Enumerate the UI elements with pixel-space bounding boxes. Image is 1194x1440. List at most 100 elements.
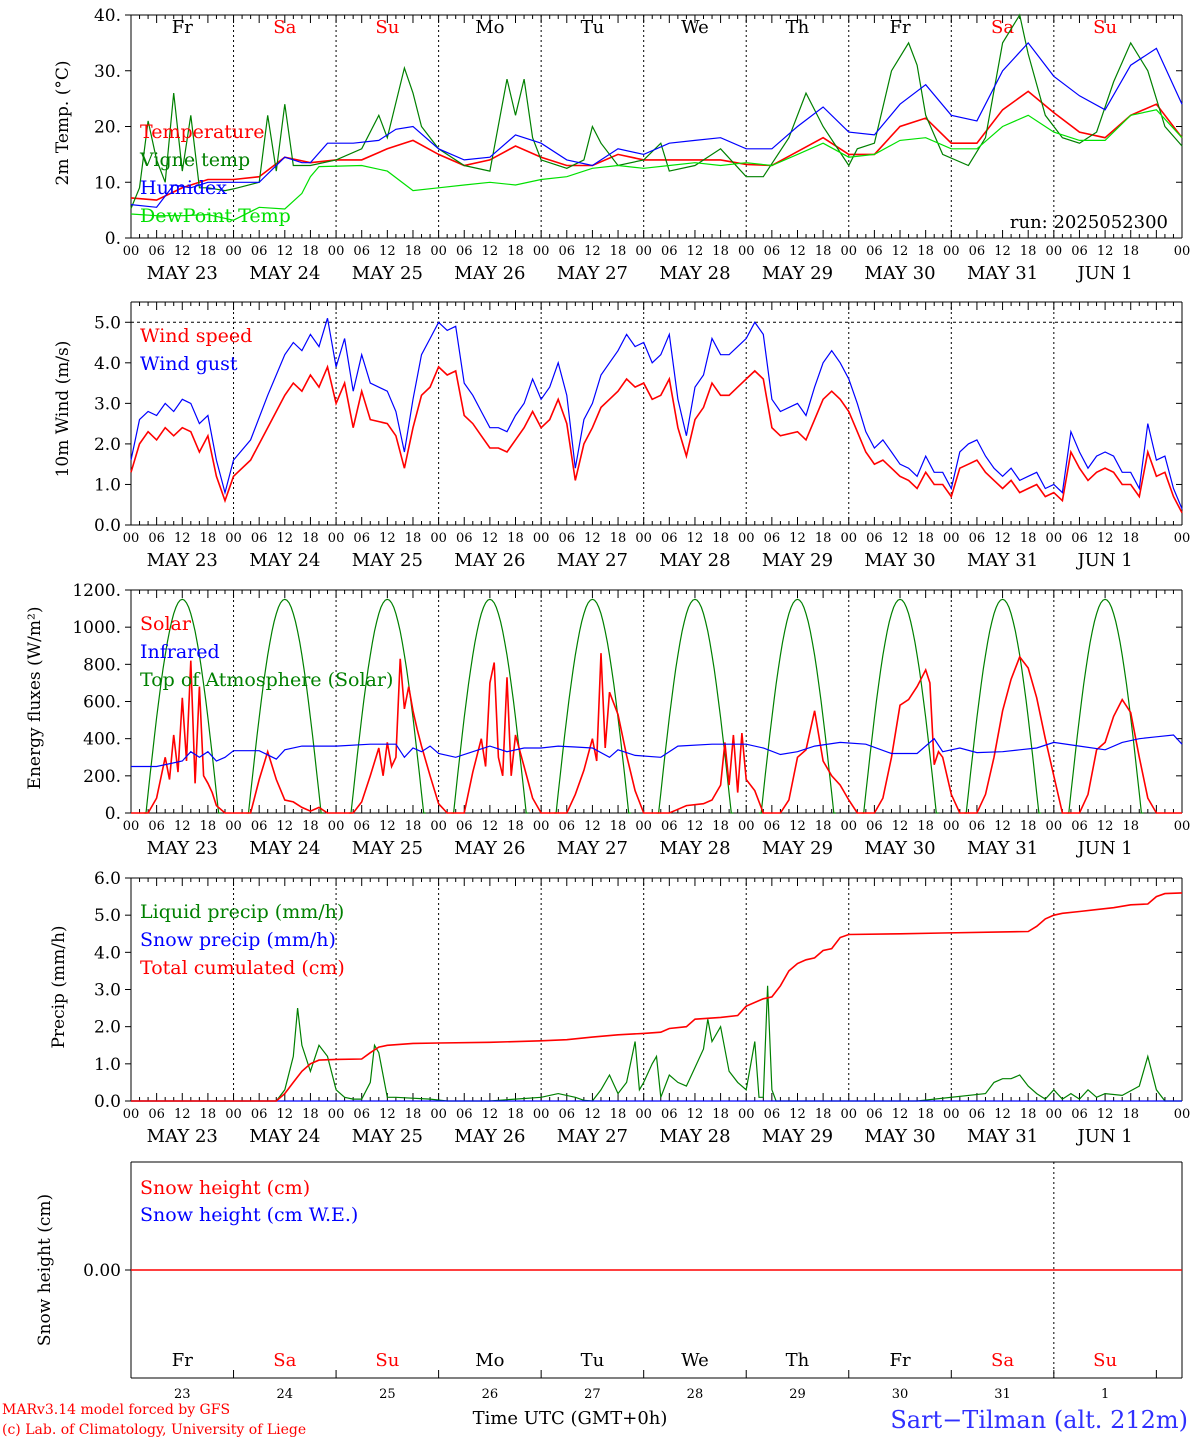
- hour-label: 00: [635, 819, 652, 834]
- series-line: [131, 653, 1182, 814]
- hour-label: 12: [277, 1107, 294, 1122]
- legend-entry: Top of Atmosphere (Solar): [140, 669, 393, 691]
- hour-label: 00: [738, 1107, 755, 1122]
- hour-label: 18: [610, 1107, 627, 1122]
- day-name-label: Su: [375, 17, 399, 38]
- hour-label: 12: [277, 819, 294, 834]
- hour-label: 06: [353, 819, 370, 834]
- legend-entry: Liquid precip (mm/h): [140, 901, 344, 923]
- legend-entry: Snow precip (mm/h): [140, 929, 336, 951]
- series-line: [131, 985, 1182, 1102]
- hour-label: 06: [559, 819, 576, 834]
- hour-label: 18: [200, 531, 217, 546]
- hour-label: 06: [559, 244, 576, 259]
- hour-label: 06: [559, 1107, 576, 1122]
- hour-label: 06: [148, 1107, 165, 1122]
- hour-label: 00: [943, 1107, 960, 1122]
- hour-label: 00: [225, 1107, 242, 1122]
- hour-label: 18: [917, 1107, 934, 1122]
- hour-label: 12: [174, 531, 191, 546]
- legend-entry: Wind speed: [140, 325, 252, 347]
- date-label: MAY 23: [147, 838, 218, 859]
- hour-label: 12: [584, 244, 601, 259]
- day-number-label: 25: [379, 1387, 396, 1402]
- hour-label: 12: [277, 531, 294, 546]
- hour-label: 06: [661, 1107, 678, 1122]
- lab-credit: (c) Lab. of Climatology, University of L…: [2, 1422, 306, 1438]
- legend-entry: Snow height (cm): [140, 1177, 310, 1199]
- day-number-label: 1: [1101, 1387, 1109, 1402]
- hour-label: 18: [1122, 819, 1139, 834]
- hour-label: 12: [277, 244, 294, 259]
- day-name-label: Su: [375, 1350, 399, 1371]
- hour-label: 18: [712, 531, 729, 546]
- hour-label: 06: [1071, 819, 1088, 834]
- hour-label: 06: [353, 1107, 370, 1122]
- hour-label: 06: [148, 531, 165, 546]
- hour-label: 18: [1020, 531, 1037, 546]
- hour-label: 12: [892, 244, 909, 259]
- hour-label: 06: [866, 819, 883, 834]
- hour-label: 06: [661, 819, 678, 834]
- snow-ylabel: Snow height (cm): [35, 1194, 55, 1346]
- hour-label: 18: [815, 819, 832, 834]
- hour-label: 06: [866, 531, 883, 546]
- hour-label: 06: [251, 244, 268, 259]
- day-number-label: 31: [994, 1387, 1011, 1402]
- date-label: MAY 29: [762, 838, 833, 859]
- date-label: MAY 30: [864, 1126, 935, 1147]
- hour-label: 06: [251, 819, 268, 834]
- date-label: MAY 28: [659, 550, 730, 571]
- toa-solar-line: [1066, 598, 1144, 814]
- hour-label: 00: [1046, 1107, 1063, 1122]
- date-label: JUN 1: [1075, 1126, 1132, 1147]
- day-name-label: Sa: [991, 17, 1014, 38]
- hour-label: 00: [738, 244, 755, 259]
- hour-label: 00: [123, 531, 140, 546]
- hour-label: 12: [789, 531, 806, 546]
- y-tick-label: 600.: [83, 693, 121, 713]
- hour-label: 00: [840, 819, 857, 834]
- hour-label: 06: [969, 1107, 986, 1122]
- energy-panel: 0. 200. 400. 600. 800. 1000. 1200. 00 06 12 18 MAY …: [25, 581, 1190, 859]
- toa-solar-line: [759, 598, 836, 814]
- hour-label: 00: [123, 819, 140, 834]
- hour-label: 18: [610, 531, 627, 546]
- hour-label: 12: [789, 1107, 806, 1122]
- hour-label: 00: [225, 531, 242, 546]
- day-name-label: Su: [1093, 17, 1117, 38]
- day-name-label: Sa: [991, 1350, 1014, 1371]
- date-label: JUN 1: [1075, 838, 1132, 859]
- hour-label: 12: [379, 244, 396, 259]
- hour-label: 12: [379, 1107, 396, 1122]
- hour-label: 00: [533, 819, 550, 834]
- y-tick-label: 2.0: [94, 435, 121, 455]
- hour-label: 00: [123, 1107, 140, 1122]
- series-line: [130, 90, 1183, 201]
- date-label: MAY 31: [967, 550, 1038, 571]
- hour-label: 18: [302, 819, 319, 834]
- date-label: MAY 31: [967, 1126, 1038, 1147]
- y-tick-label: 200.: [83, 767, 121, 787]
- hour-label: 18: [610, 819, 627, 834]
- hour-label: 12: [789, 819, 806, 834]
- hour-label: 06: [1071, 244, 1088, 259]
- date-label: MAY 28: [659, 1126, 730, 1147]
- hour-label: 06: [353, 531, 370, 546]
- hour-label: 06: [661, 531, 678, 546]
- y-tick-label: 0.00: [83, 1261, 121, 1281]
- day-name-label: Th: [786, 17, 810, 38]
- hour-label: 18: [712, 244, 729, 259]
- day-number-label: 28: [687, 1387, 704, 1402]
- y-tick-label: 2.0: [94, 1018, 121, 1038]
- date-label: MAY 29: [762, 263, 833, 284]
- hour-label: 12: [687, 819, 704, 834]
- day-name-label: Fr: [889, 1350, 910, 1371]
- y-tick-label: 6.0: [94, 869, 121, 889]
- date-label: MAY 27: [557, 1126, 628, 1147]
- date-label: MAY 26: [454, 263, 525, 284]
- legend-entry: DewPoint Temp: [140, 205, 291, 227]
- hour-label: 00: [123, 244, 140, 259]
- y-tick-label: 10.: [94, 173, 121, 193]
